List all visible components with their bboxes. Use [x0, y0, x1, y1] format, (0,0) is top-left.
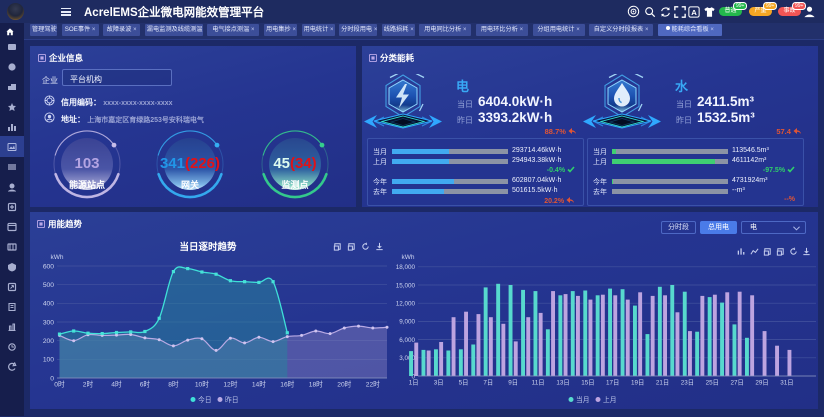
svg-text:19日: 19日: [631, 379, 644, 387]
svg-text:25日: 25日: [706, 379, 719, 387]
svg-text:500: 500: [43, 282, 54, 289]
svg-text:3日: 3日: [434, 379, 444, 387]
svg-text:300: 300: [43, 319, 54, 326]
svg-text:29日: 29日: [755, 379, 768, 387]
svg-text:14时: 14时: [252, 380, 266, 389]
svg-text:网关: 网关: [181, 179, 199, 190]
svg-text:45(34): 45(34): [273, 155, 316, 172]
svg-text:100: 100: [43, 357, 54, 364]
svg-text:12时: 12时: [223, 380, 237, 389]
svg-text:监测点: 监测点: [281, 179, 308, 190]
svg-text:103: 103: [74, 155, 99, 172]
svg-text:341(226): 341(226): [160, 155, 220, 172]
svg-text:6时: 6时: [140, 380, 151, 389]
svg-text:10时: 10时: [195, 380, 209, 389]
svg-text:21日: 21日: [656, 379, 669, 387]
svg-text:3,000: 3,000: [399, 355, 415, 362]
svg-text:1日: 1日: [409, 379, 419, 387]
svg-text:16时: 16时: [280, 380, 294, 389]
svg-text:5日: 5日: [459, 379, 469, 387]
svg-text:kWh: kWh: [402, 254, 415, 261]
svg-text:6,000: 6,000: [399, 337, 415, 344]
svg-text:A: A: [691, 8, 697, 17]
svg-text:27日: 27日: [730, 379, 743, 387]
svg-text:7日: 7日: [483, 379, 493, 387]
svg-text:上月: 上月: [603, 395, 617, 404]
svg-text:9,000: 9,000: [399, 319, 415, 326]
svg-text:当日逐时趋势: 当日逐时趋势: [179, 241, 237, 253]
svg-text:22时: 22时: [366, 380, 380, 389]
svg-text:20时: 20时: [337, 380, 351, 389]
svg-text:昨日: 昨日: [225, 395, 239, 404]
svg-text:18,000: 18,000: [396, 264, 416, 271]
svg-text:0: 0: [411, 373, 415, 380]
svg-text:4时: 4时: [111, 380, 122, 389]
svg-text:11日: 11日: [532, 379, 545, 387]
svg-text:17日: 17日: [606, 379, 619, 387]
svg-text:2时: 2时: [83, 380, 94, 389]
svg-text:当月: 当月: [576, 395, 590, 404]
svg-text:8时: 8时: [168, 380, 179, 389]
svg-text:15日: 15日: [581, 379, 594, 387]
svg-text:0: 0: [50, 375, 54, 382]
svg-text:今日: 今日: [198, 395, 212, 404]
svg-text:能源站点: 能源站点: [69, 179, 105, 190]
svg-text:200: 200: [43, 338, 54, 345]
svg-text:12,000: 12,000: [396, 301, 416, 308]
svg-text:9日: 9日: [508, 379, 518, 387]
svg-text:13日: 13日: [556, 379, 569, 387]
svg-text:15,000: 15,000: [396, 282, 416, 289]
svg-text:kWh: kWh: [51, 254, 64, 261]
svg-text:0时: 0时: [54, 380, 65, 389]
svg-text:600: 600: [43, 263, 54, 270]
svg-text:400: 400: [43, 301, 54, 308]
svg-text:23日: 23日: [681, 379, 694, 387]
svg-text:18时: 18时: [309, 380, 323, 389]
svg-text:31日: 31日: [780, 379, 793, 387]
